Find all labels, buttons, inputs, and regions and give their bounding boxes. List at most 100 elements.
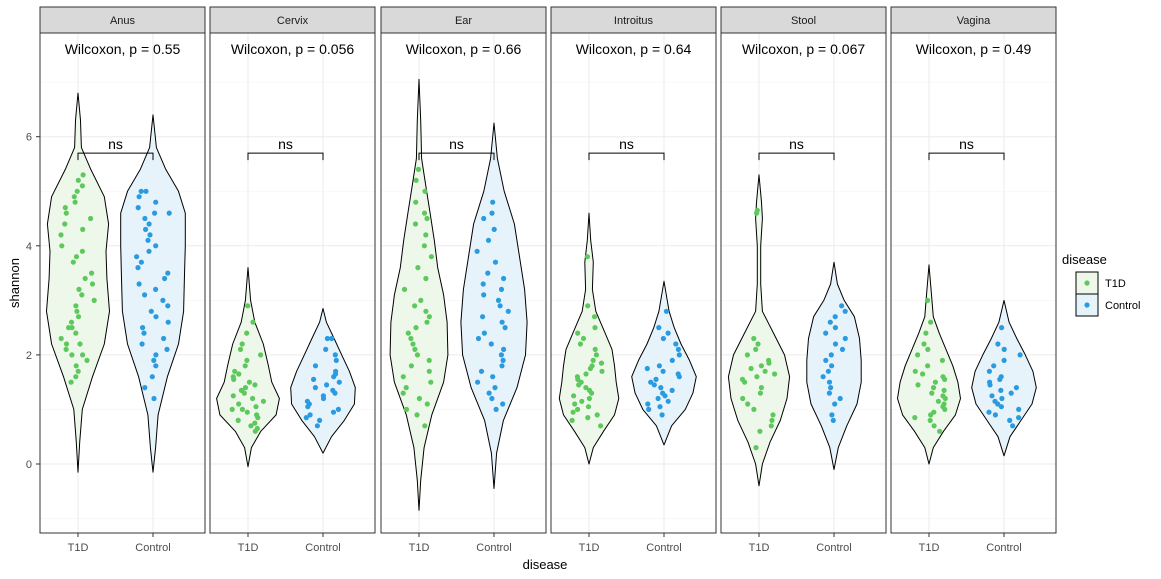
facet-strip-label: Stool <box>791 15 816 27</box>
data-point-control <box>663 308 670 314</box>
panel-border <box>720 32 887 534</box>
significance-bracket <box>928 152 1005 161</box>
data-point-control <box>500 401 506 407</box>
facet-strip <box>380 6 547 34</box>
data-point-t1d <box>252 382 258 388</box>
data-point-t1d <box>250 395 256 402</box>
data-point-t1d <box>590 357 596 363</box>
data-point-control <box>142 385 148 391</box>
facet-panel-introitus: Introitus ns Wilcoxon, p = 0.64 T1D Control <box>550 6 717 554</box>
data-point-t1d <box>84 357 90 363</box>
data-point-control <box>474 248 480 254</box>
data-point-control <box>986 409 992 415</box>
data-point-t1d <box>69 352 75 358</box>
facet-panel-vagina: Vagina ns Wilcoxon, p = 0.49 T1D Control <box>890 6 1057 554</box>
data-point-t1d <box>80 172 86 178</box>
data-point-control <box>142 292 148 298</box>
data-point-control <box>135 205 141 211</box>
data-point-t1d <box>758 363 765 369</box>
data-point-control <box>673 341 679 347</box>
data-point-t1d <box>254 425 260 432</box>
data-point-t1d <box>739 376 746 382</box>
data-point-t1d <box>258 352 264 358</box>
data-point-t1d <box>589 363 595 369</box>
data-point-t1d <box>424 319 430 325</box>
data-point-control <box>151 357 157 363</box>
data-point-control <box>660 390 666 396</box>
data-point-t1d <box>239 406 245 412</box>
data-point-control <box>146 221 152 227</box>
data-point-control <box>675 371 681 377</box>
data-point-t1d <box>426 368 432 374</box>
y-axis-title: shannon <box>7 258 22 308</box>
data-point-control <box>658 385 664 391</box>
facet-strip <box>550 6 717 34</box>
data-point-t1d <box>230 393 236 399</box>
data-point-t1d <box>930 385 937 391</box>
data-point-t1d <box>244 357 250 363</box>
data-point-t1d <box>246 379 252 385</box>
data-point-t1d <box>585 303 591 309</box>
data-point-control <box>324 335 330 342</box>
data-point-t1d <box>62 205 68 211</box>
x-axis-title: disease <box>523 557 568 572</box>
data-point-control <box>995 341 1001 347</box>
data-point-t1d <box>923 330 929 336</box>
data-point-control <box>832 401 838 407</box>
data-point-t1d <box>422 423 428 429</box>
significance-bracket <box>418 152 495 161</box>
data-point-control <box>142 215 148 222</box>
data-point-control <box>307 412 313 418</box>
data-point-t1d <box>70 259 76 265</box>
violin-t1d <box>727 174 791 487</box>
data-point-control <box>475 335 482 342</box>
data-point-t1d <box>68 379 74 385</box>
data-point-control <box>653 376 659 382</box>
data-point-control <box>148 308 154 314</box>
data-point-t1d <box>244 330 250 336</box>
data-point-control <box>498 286 505 292</box>
data-point-control <box>828 385 834 391</box>
data-point-control <box>490 199 496 205</box>
data-point-control <box>665 330 671 336</box>
data-point-control <box>333 357 339 363</box>
data-point-control <box>655 395 661 402</box>
data-point-t1d <box>73 374 79 380</box>
data-point-control <box>138 188 144 194</box>
data-point-t1d <box>242 363 248 369</box>
data-point-t1d <box>931 409 937 415</box>
data-point-t1d <box>413 199 419 205</box>
x-tick-label: Control <box>135 542 170 554</box>
data-point-t1d <box>592 346 598 352</box>
data-point-control <box>330 387 336 393</box>
data-point-t1d <box>593 352 600 358</box>
data-point-control <box>153 352 159 358</box>
data-point-control <box>145 237 151 243</box>
data-point-control <box>165 270 171 276</box>
data-point-control <box>502 325 508 331</box>
x-tick-label: Control <box>476 542 511 554</box>
data-point-control <box>324 382 330 388</box>
significance-label: ns <box>619 136 634 152</box>
data-point-t1d <box>915 352 921 358</box>
data-point-control <box>323 346 329 352</box>
legend-dot-t1d <box>1084 280 1090 286</box>
data-point-control <box>160 297 166 303</box>
data-point-control <box>312 363 319 369</box>
data-point-t1d <box>75 314 82 320</box>
data-point-control <box>146 248 152 254</box>
data-point-t1d <box>924 297 931 303</box>
data-point-t1d <box>403 406 410 412</box>
data-point-control <box>153 199 159 205</box>
data-point-control <box>153 363 159 369</box>
data-point-control <box>314 423 320 429</box>
data-point-t1d <box>414 412 420 418</box>
data-point-control <box>304 398 310 404</box>
data-point-t1d <box>75 368 81 374</box>
data-point-control <box>989 393 995 399</box>
data-point-t1d <box>929 390 935 396</box>
data-point-control <box>1013 385 1020 391</box>
data-point-control <box>498 352 504 358</box>
x-tick-label: T1D <box>579 542 600 554</box>
